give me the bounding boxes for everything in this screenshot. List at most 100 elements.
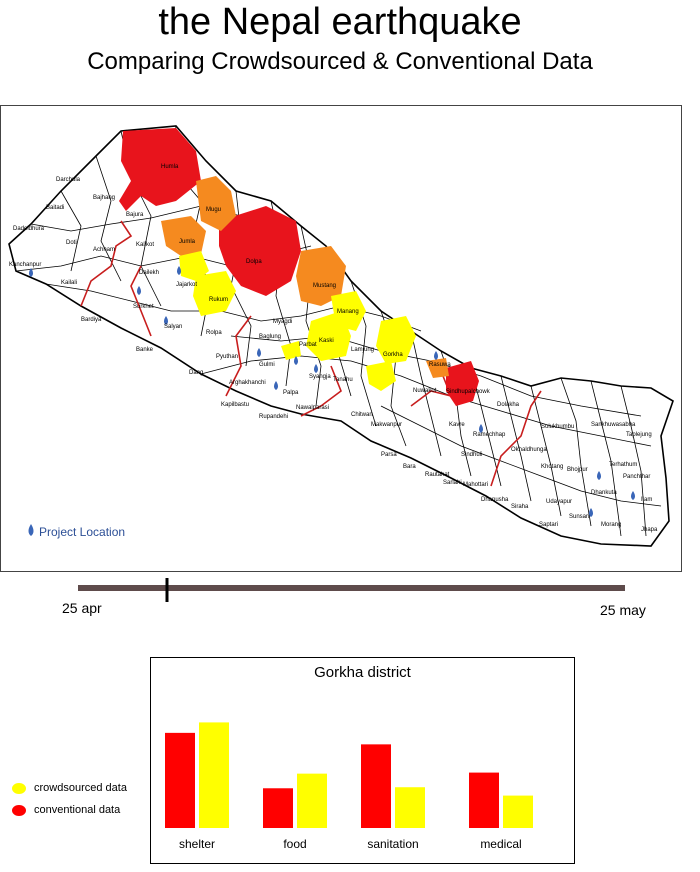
district-label: Pyuthan [216,354,238,360]
medium-impact-zones [161,176,449,378]
district-label: Terhathum [609,462,637,468]
category-label: medical [480,837,521,851]
district-label: Panchthar [623,474,650,480]
district-label-group: Humla Darchula Bajhang Baitadi Mugu Baju… [9,164,658,533]
district-label: Sarlahi [443,480,462,486]
category-label: sanitation [367,837,418,851]
district-label: Rukum [209,297,228,303]
timeline-end-label: 25 may [600,602,646,618]
district-label: Darchula [56,177,81,183]
district-label: Dang [189,370,203,376]
chart-title: Gorkha district [314,664,411,681]
district-label: Humla [161,164,179,170]
district-label: Morang [601,522,621,528]
chart-svg: shelter food sanitation medical [165,722,533,851]
district-label: Myagdi [273,319,292,325]
district-label: Syangja [309,374,331,380]
district-label: Kanchanpur [9,262,41,268]
district-label: Solukhumbu [541,424,574,430]
district-label: Banke [136,347,154,353]
district-label: Surkhet [133,304,154,310]
district-label: Saptari [539,522,558,528]
bar-shelter-conventional [165,732,195,828]
district-label: Kavre [449,422,465,428]
district-label: Ramechhap [473,432,506,438]
bar-food-crowdsourced [297,773,327,828]
district-label: Rautahat [425,472,450,478]
district-label: Kailali [61,280,77,286]
district-label: Jhapa [641,527,658,533]
page-title: the Nepal earthquake [158,1,522,43]
timeline-svg [78,578,625,602]
district-label: Dailekh [139,270,159,276]
district-label: Okhaldhunga [511,447,547,453]
district-label: Bajhang [93,195,115,201]
bar-sanitation-crowdsourced [395,787,425,828]
water-drop-icon [28,524,34,536]
district-label: Parsa [381,452,397,458]
district-label: Sunsari [569,514,589,520]
district-label: Bajura [126,212,144,218]
district-label: Gorkha [383,352,403,358]
district-label: Dolpa [246,259,262,265]
district-label: Mustang [313,283,336,289]
district-label: Tanahu [333,377,353,383]
district-label: Udayapur [546,499,572,505]
low-impact-zones [179,251,416,391]
district-label: Gulmi [259,362,275,368]
map-legend-label: Project Location [39,525,125,539]
district-label: Kapilbastu [221,402,249,408]
district-label: Achham [93,247,115,253]
district-label: Dhankuta [591,490,617,496]
legend-label: conventional data [34,804,121,816]
district-label: Nawalparasi [296,405,329,411]
district-label: Manang [337,309,359,315]
district-label: Siraha [511,504,529,510]
timeline[interactable]: 25 apr 25 may [0,570,700,620]
project-location-markers [29,266,635,517]
district-label: Ilam [641,497,652,503]
district-label: Doti [66,240,77,246]
page-subtitle: Comparing Crowdsourced & Conventional Da… [87,48,593,75]
district-label: Palpa [283,390,299,396]
district-label: Taplejung [626,432,652,438]
district-label: Lamjung [351,347,374,353]
district-label: Dadeldhura [13,226,45,232]
district-label: Sankhuwasabha [591,422,636,428]
district-label: Bhojpur [567,467,588,473]
district-label: Arghakhanchi [229,380,266,386]
district-label: Kaski [319,338,334,344]
district-label: Bara [403,464,416,470]
legend-label: crowdsourced data [34,782,127,794]
bar-shelter-crowdsourced [199,722,229,828]
bar-sanitation-conventional [361,744,391,828]
district-label: Makwanpur [371,422,402,428]
gorkha-bar-chart: Gorkha district shelter food sanitation med… [150,657,575,864]
district-label: Khotang [541,464,563,470]
district-label: Kalikot [136,242,154,248]
high-impact-zones [119,128,479,406]
legend-swatch-yellow [12,783,26,794]
legend-swatch-red [12,805,26,816]
district-label: Rasuwa [429,362,451,368]
timeline-slider-handle[interactable] [165,578,169,602]
district-label: Salyan [164,324,182,330]
district-label: Mugu [206,207,221,213]
district-label: Dhanusha [481,497,509,503]
district-label: Rupandehi [259,414,288,420]
district-label: Bardiya [81,317,102,323]
nepal-district-map: Humla Darchula Bajhang Baitadi Mugu Baju… [0,105,682,572]
district-label: Nuwakot [413,388,437,394]
district-label: Jajarkot [176,282,197,288]
district-label: Parbat [299,342,317,348]
district-label: Baglung [259,334,281,340]
timeline-bar [78,585,625,591]
bar-medical-crowdsourced [503,795,533,828]
bar-medical-conventional [469,772,499,828]
timeline-start-label: 25 apr [62,600,102,616]
district-label: Dolakha [497,402,520,408]
district-label: Sindhupalchowk [446,389,491,395]
district-label: Baitadi [46,205,64,211]
district-label: Sindhuli [461,452,482,458]
category-label: food [283,837,306,851]
